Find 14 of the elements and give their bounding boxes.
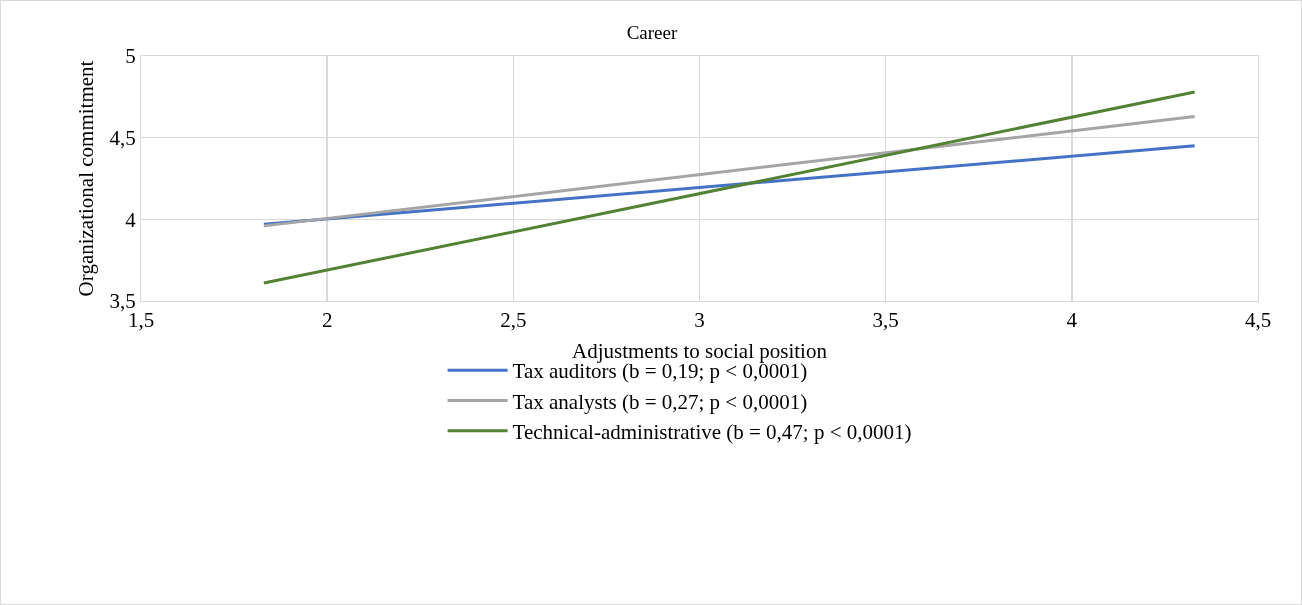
y-tick-label: 4,5: [109, 126, 136, 151]
x-tick-label: 2: [321, 308, 333, 333]
x-tick-label: 3,5: [872, 308, 899, 333]
y-tick-label: 5: [125, 44, 136, 69]
legend-label: Tax analysts (b = 0,27; p < 0,0001): [512, 389, 808, 414]
legend-label: Technical-administrative (b = 0,47; p < 0,0001): [512, 419, 912, 444]
x-tick-label: 4: [1066, 308, 1078, 333]
x-tick-label: 4,5: [1244, 308, 1272, 333]
chart-title: Career: [626, 21, 678, 43]
x-axis-title: Adjustments to social position: [572, 339, 828, 364]
y-axis-title: Organizational commitment: [73, 60, 98, 297]
x-tick-label: 2,5: [500, 308, 527, 333]
y-tick-label: 4: [125, 207, 137, 232]
x-tick-label: 3: [694, 308, 705, 333]
